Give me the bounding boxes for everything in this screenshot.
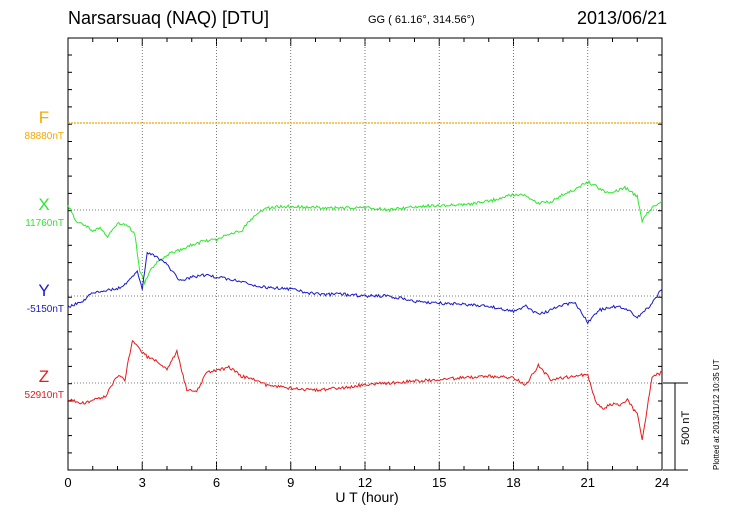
x-tick-label: 3 <box>139 475 146 490</box>
x-tick-label: 21 <box>581 475 595 490</box>
x-axis-label: U T (hour) <box>335 489 398 505</box>
x-tick-label: 24 <box>655 475 669 490</box>
plotted-timestamp: Plotted at 2013/11/12 10:35 UT <box>712 359 721 470</box>
x-tick-label: 18 <box>506 475 520 490</box>
x-tick-labels: 0 3 6 9 12 15 18 21 24 <box>64 475 669 490</box>
scale-bar-label: 500 nT <box>680 411 692 445</box>
trace-x <box>68 181 662 284</box>
x-tick-label: 12 <box>358 475 372 490</box>
chart-grid <box>68 38 662 470</box>
x-tick-label: 9 <box>287 475 294 490</box>
x-tick-label: 6 <box>213 475 220 490</box>
x-tick-label: 0 <box>64 475 71 490</box>
x-tick-label: 15 <box>432 475 446 490</box>
